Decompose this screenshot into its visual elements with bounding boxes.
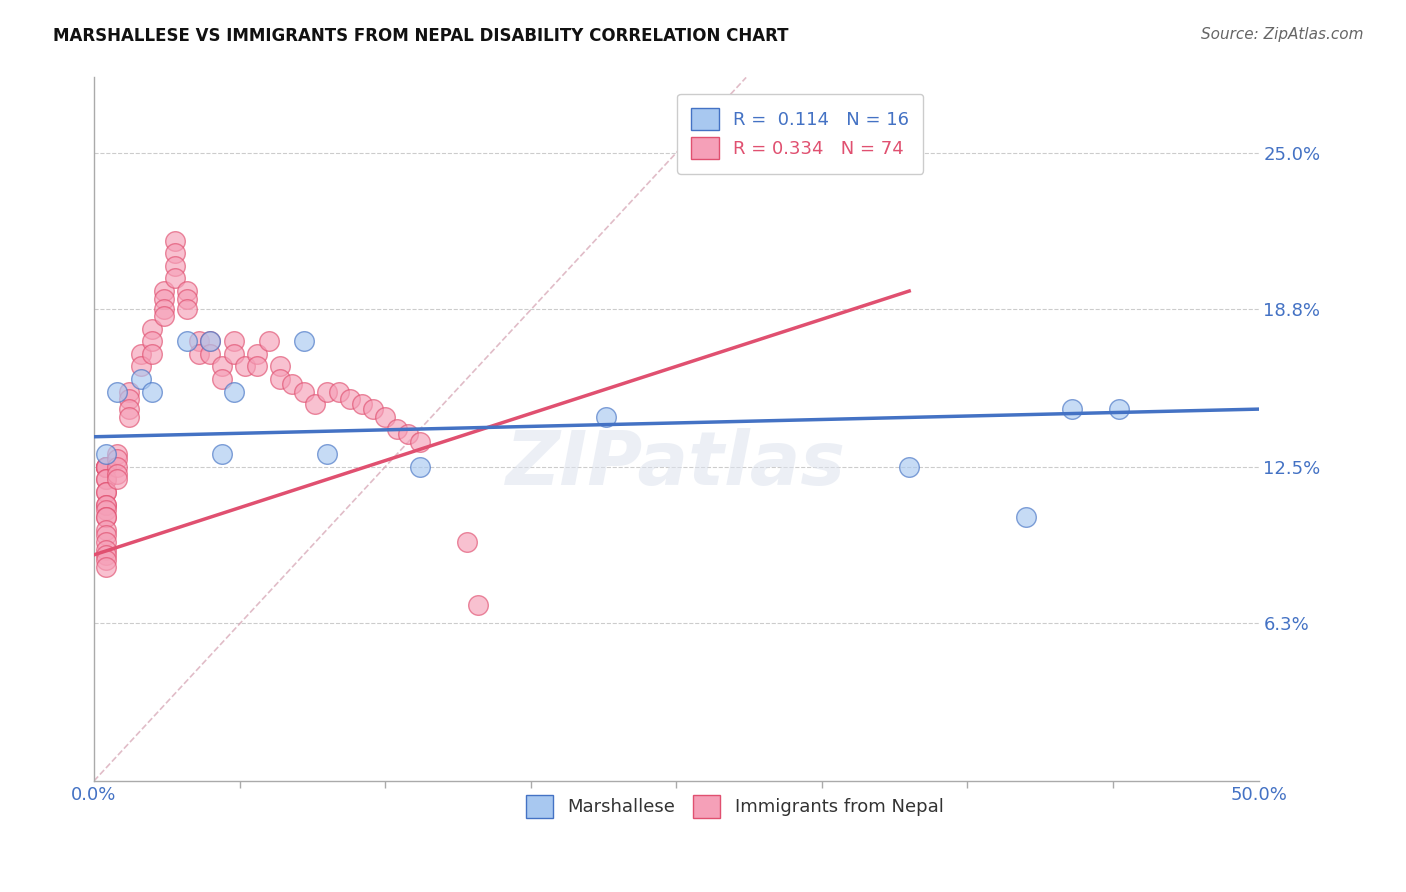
Point — [304, 397, 326, 411]
Point — [222, 334, 245, 349]
Point — [246, 359, 269, 374]
Point — [211, 359, 233, 374]
Point — [141, 384, 163, 399]
Point — [105, 473, 128, 487]
Point — [141, 322, 163, 336]
Point — [118, 384, 141, 399]
Point — [94, 542, 117, 557]
Point — [94, 459, 117, 474]
Point — [292, 384, 315, 399]
Point — [467, 598, 489, 612]
Point — [281, 376, 304, 391]
Point — [269, 359, 291, 374]
Point — [1062, 402, 1084, 417]
Point — [105, 467, 128, 482]
Point — [222, 384, 245, 399]
Point — [176, 334, 198, 349]
Point — [94, 485, 117, 500]
Point — [153, 309, 176, 323]
Point — [105, 452, 128, 467]
Point — [246, 347, 269, 361]
Point — [94, 548, 117, 562]
Point — [363, 402, 385, 417]
Point — [409, 434, 432, 449]
Point — [153, 284, 176, 298]
Text: MARSHALLESE VS IMMIGRANTS FROM NEPAL DISABILITY CORRELATION CHART: MARSHALLESE VS IMMIGRANTS FROM NEPAL DIS… — [53, 27, 789, 45]
Point — [118, 402, 141, 417]
Point — [200, 334, 222, 349]
Text: Source: ZipAtlas.com: Source: ZipAtlas.com — [1201, 27, 1364, 42]
Point — [200, 347, 222, 361]
Point — [165, 246, 187, 260]
Point — [456, 535, 478, 549]
Point — [129, 347, 152, 361]
Point — [94, 459, 117, 474]
Point — [1108, 402, 1130, 417]
Point — [187, 347, 209, 361]
Point — [339, 392, 361, 406]
Point — [94, 510, 117, 524]
Point — [385, 422, 408, 436]
Point — [94, 447, 117, 461]
Point — [165, 259, 187, 273]
Point — [315, 384, 337, 399]
Point — [257, 334, 280, 349]
Point — [269, 372, 291, 386]
Point — [94, 523, 117, 537]
Point — [94, 498, 117, 512]
Point — [233, 359, 256, 374]
Point — [129, 372, 152, 386]
Point — [315, 447, 337, 461]
Text: ZIPatlas: ZIPatlas — [506, 428, 846, 501]
Point — [105, 384, 128, 399]
Point — [118, 409, 141, 424]
Point — [200, 334, 222, 349]
Point — [94, 459, 117, 474]
Point — [165, 271, 187, 285]
Point — [222, 347, 245, 361]
Point — [141, 334, 163, 349]
Point — [153, 292, 176, 306]
Point — [187, 334, 209, 349]
Point — [94, 473, 117, 487]
Point — [105, 447, 128, 461]
Point — [94, 502, 117, 516]
Point — [94, 459, 117, 474]
Point — [350, 397, 373, 411]
Point — [94, 473, 117, 487]
Point — [94, 459, 117, 474]
Point — [409, 459, 432, 474]
Point — [105, 459, 128, 474]
Point — [595, 409, 617, 424]
Point — [94, 527, 117, 541]
Point — [396, 427, 419, 442]
Point — [94, 510, 117, 524]
Point — [328, 384, 350, 399]
Legend: Marshallese, Immigrants from Nepal: Marshallese, Immigrants from Nepal — [519, 789, 950, 825]
Point — [898, 459, 921, 474]
Point — [129, 359, 152, 374]
Point — [176, 301, 198, 316]
Point — [176, 284, 198, 298]
Point — [292, 334, 315, 349]
Point — [94, 485, 117, 500]
Point — [94, 560, 117, 574]
Point — [94, 553, 117, 567]
Point — [141, 347, 163, 361]
Point — [165, 234, 187, 248]
Point — [176, 292, 198, 306]
Point — [94, 498, 117, 512]
Point — [153, 301, 176, 316]
Point — [211, 372, 233, 386]
Point — [211, 447, 233, 461]
Point — [118, 392, 141, 406]
Point — [374, 409, 396, 424]
Point — [1014, 510, 1036, 524]
Point — [94, 535, 117, 549]
